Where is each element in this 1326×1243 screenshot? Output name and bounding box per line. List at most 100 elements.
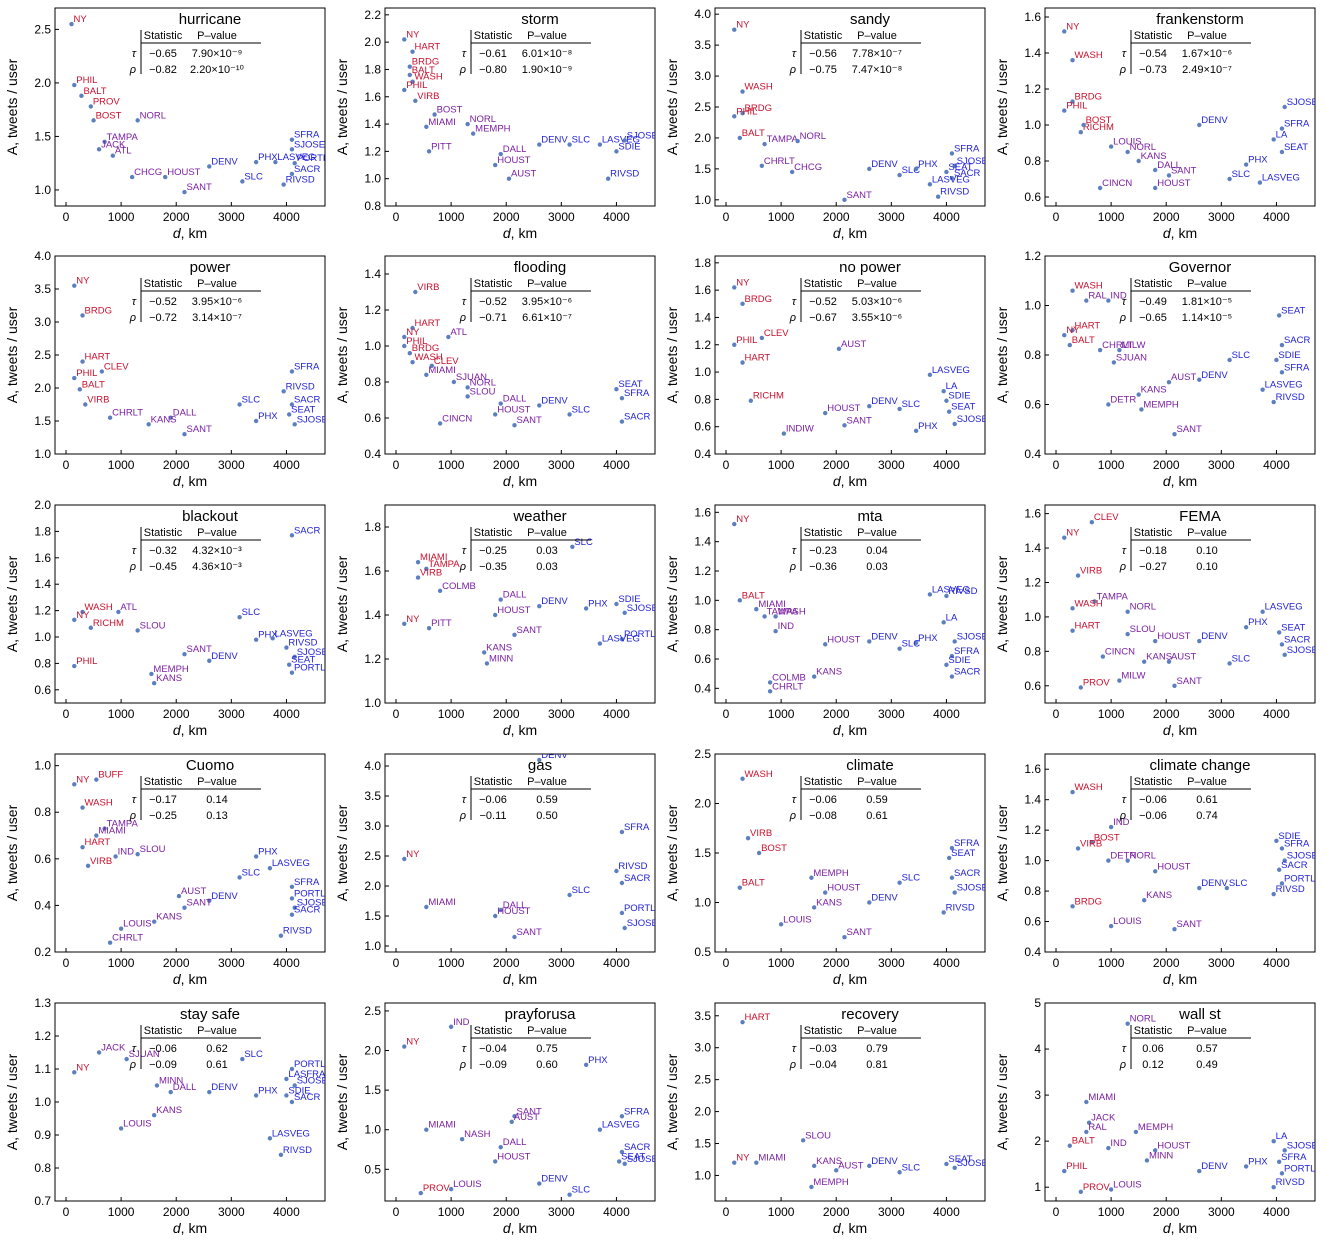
data-point bbox=[614, 387, 619, 392]
city-label: SDIE bbox=[618, 141, 640, 152]
data-point bbox=[413, 98, 418, 104]
rho-symbol: ρ bbox=[129, 1059, 136, 1071]
city-label: CLEV bbox=[1094, 512, 1119, 523]
stats-header-statistic: Statistic bbox=[474, 527, 513, 539]
city-label: TAMPA bbox=[107, 132, 139, 143]
y-axis-label: A, tweets / user bbox=[664, 804, 680, 901]
x-axis-label: d, km bbox=[833, 225, 867, 241]
data-point bbox=[1279, 1171, 1285, 1176]
data-point bbox=[1243, 1164, 1249, 1169]
stats-table: Statistic P–value τ −0.52 5.03×10⁻⁶ ρ −0.67 3.5… bbox=[789, 278, 921, 324]
y-tick-label: 1.6 bbox=[1024, 507, 1041, 521]
city-label: BOST bbox=[1094, 832, 1120, 843]
y-tick-label: 2.0 bbox=[364, 1044, 381, 1058]
rho-statistic: −0.08 bbox=[809, 810, 837, 822]
y-axis-label: A, tweets / user bbox=[994, 555, 1010, 652]
data-point bbox=[113, 854, 118, 859]
data-point bbox=[949, 653, 955, 659]
plot-frame bbox=[1044, 753, 1316, 953]
city-label: RIVSD bbox=[283, 926, 312, 937]
y-tick-label: 1.4 bbox=[694, 535, 711, 549]
stats-header-statistic: Statistic bbox=[474, 776, 513, 788]
data-point bbox=[470, 131, 476, 136]
city-label: KANS bbox=[1146, 652, 1172, 663]
x-axis-label: d, km bbox=[833, 473, 867, 489]
city-label: NY bbox=[74, 14, 88, 25]
plot-frame bbox=[1044, 7, 1316, 207]
x-axis-label: d, km bbox=[833, 971, 867, 987]
data-point bbox=[1172, 683, 1177, 688]
data-point bbox=[1243, 162, 1249, 167]
rho-statistic: −0.06 bbox=[1139, 810, 1167, 822]
data-point bbox=[69, 21, 74, 27]
data-point bbox=[1070, 58, 1075, 63]
city-label: SEAT bbox=[1281, 622, 1305, 633]
city-label: MIAMI bbox=[758, 599, 785, 610]
data-point bbox=[1067, 342, 1072, 348]
data-point bbox=[281, 182, 286, 187]
city-label: NY bbox=[76, 774, 90, 785]
data-point bbox=[583, 606, 589, 611]
city-label: HOUST bbox=[497, 404, 530, 415]
data-point bbox=[1282, 104, 1287, 110]
y-tick-label: 1.4 bbox=[364, 608, 381, 622]
x-tick-label: 4000 bbox=[933, 1205, 960, 1219]
data-point bbox=[448, 1024, 454, 1029]
data-point bbox=[289, 1099, 295, 1105]
data-point bbox=[1108, 824, 1114, 830]
data-point bbox=[946, 409, 952, 414]
data-point bbox=[253, 159, 259, 165]
data-point bbox=[402, 37, 407, 42]
tau-statistic: −0.23 bbox=[809, 545, 837, 557]
city-label: HOUST bbox=[827, 403, 860, 414]
y-tick-label: 1.6 bbox=[364, 90, 381, 104]
data-point bbox=[151, 919, 157, 924]
city-label: SJOSE bbox=[297, 1076, 328, 1087]
data-point bbox=[80, 359, 85, 364]
y-tick-label: 1 bbox=[1034, 1180, 1041, 1194]
stats-header-statistic: Statistic bbox=[474, 278, 513, 290]
data-point bbox=[567, 1192, 572, 1197]
x-tick-label: 3000 bbox=[878, 956, 905, 970]
city-label: SLC bbox=[244, 171, 263, 182]
data-point bbox=[823, 410, 828, 416]
data-point bbox=[465, 121, 470, 127]
data-point bbox=[1125, 858, 1130, 863]
data-point bbox=[72, 1070, 77, 1075]
chart-title: blackout bbox=[182, 508, 239, 525]
y-axis-label: A, tweets / user bbox=[334, 58, 350, 155]
city-label: RIVSD bbox=[946, 902, 975, 913]
x-tick-label: 1000 bbox=[1098, 707, 1125, 721]
tau-statistic: −0.61 bbox=[479, 48, 507, 60]
y-tick-label: 1.4 bbox=[364, 117, 381, 131]
plot-frame bbox=[54, 7, 326, 207]
rho-pvalue: 0.49 bbox=[1196, 1059, 1217, 1071]
y-tick-label: 0.2 bbox=[34, 945, 51, 959]
city-label: HOUST bbox=[1157, 178, 1190, 189]
city-label: TAMPA bbox=[767, 606, 799, 617]
data-point bbox=[1197, 885, 1202, 891]
x-tick-label: 1000 bbox=[438, 707, 465, 721]
data-point bbox=[811, 905, 817, 910]
city-label: SEAT bbox=[951, 402, 975, 413]
x-tick-label: 4000 bbox=[273, 707, 300, 721]
x-axis-label: d, km bbox=[503, 971, 537, 987]
y-tick-label: 0.8 bbox=[1024, 348, 1041, 362]
city-label: LA bbox=[946, 381, 958, 392]
city-label: HOUST bbox=[1157, 861, 1190, 872]
data-point bbox=[418, 1190, 424, 1196]
data-point bbox=[72, 283, 77, 288]
x-tick-label: 3000 bbox=[878, 707, 905, 721]
data-point bbox=[402, 334, 407, 340]
city-label: AUST bbox=[511, 169, 537, 180]
y-tick-label: 0.8 bbox=[1024, 154, 1041, 168]
x-axis-label: d, km bbox=[503, 722, 537, 738]
data-point bbox=[1153, 638, 1158, 644]
x-axis-label: d, km bbox=[173, 225, 207, 241]
chart-title: storm bbox=[521, 11, 559, 28]
tau-symbol: τ bbox=[132, 1043, 137, 1055]
